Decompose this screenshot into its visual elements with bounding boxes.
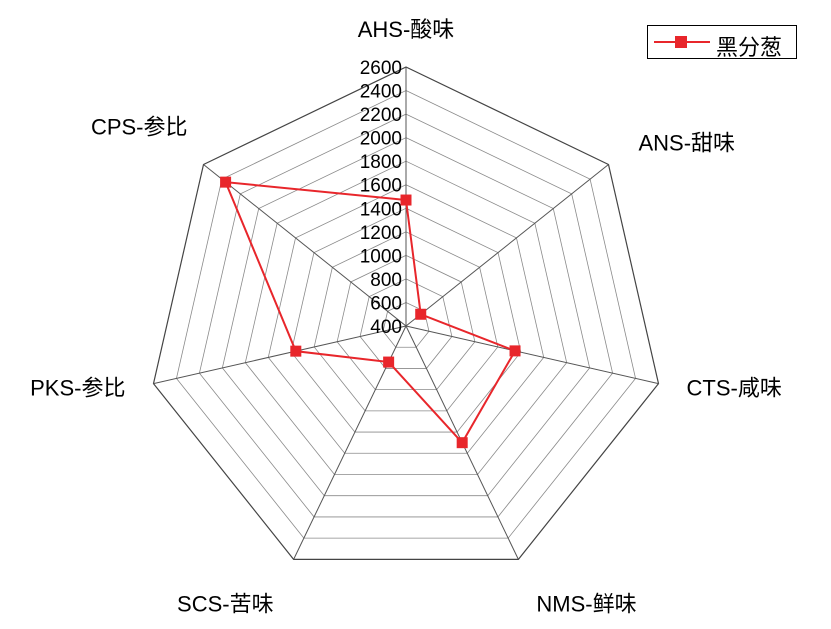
axis-label: CTS-咸味 [687,376,782,401]
tick-label: 1600 [360,176,402,197]
series-point [509,345,521,357]
grid-ring [176,90,636,539]
series-point [290,345,302,357]
radar-axis-labels: AHS-酸味 ANS-甜味 CTS-咸味 NMS-鲜味 SCS-苦味 PKS-参比 CPS-… [30,17,782,616]
grid-ring [221,137,591,497]
tick-label: 800 [370,270,402,291]
grid-ring [290,207,522,433]
series-line [224,180,517,445]
grid-ring [152,66,660,560]
axis-label: SCS-苦味 [177,591,274,616]
tick-label: 2000 [360,129,402,150]
axis-spoke [153,325,407,385]
tick-label: 2200 [360,105,402,126]
grid-ring [336,254,476,391]
legend-series-label: 黑分葱 [716,36,783,61]
series-point [400,194,412,206]
radar-grid [152,66,660,560]
grid-ring [198,113,614,518]
axis-label: PKS-参比 [30,376,125,401]
grid-ring [244,160,568,475]
series-point [456,437,468,449]
tick-label: 2600 [360,58,402,79]
tick-label: 1200 [360,223,402,244]
axis-spoke [405,164,609,327]
grid-ring [313,231,499,412]
axis-spoke [405,325,659,385]
axis-spoke [203,164,407,327]
axis-label: ANS-甜味 [638,131,735,156]
legend: 黑分葱 [647,25,797,61]
series-point [415,308,427,320]
axis-label: NMS-鲜味 [536,591,636,616]
axis-label: AHS-酸味 [358,17,455,42]
series-point [383,356,395,368]
tick-label: 600 [370,293,402,314]
tick-label: 400 [370,317,402,338]
tick-label: 1400 [360,199,402,220]
grid-ring [267,184,545,454]
radar-spokes [153,67,659,560]
tick-label: 1800 [360,152,402,173]
axis-label: CPS-参比 [91,115,188,140]
tick-label: 2400 [360,82,402,103]
radar-series [220,176,521,449]
tick-label: 1000 [360,246,402,267]
series-point [220,176,232,188]
legend-series-marker [675,36,687,48]
grid-ring [359,278,453,369]
